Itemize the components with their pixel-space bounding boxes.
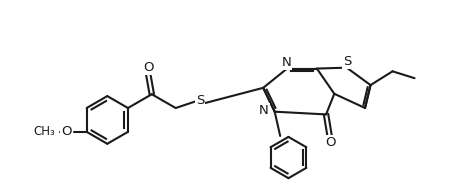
Text: CH₃: CH₃ [34, 125, 56, 138]
Text: O: O [61, 125, 72, 138]
Text: O: O [326, 136, 336, 149]
Text: S: S [196, 94, 204, 107]
Text: N: N [259, 104, 269, 117]
Text: O: O [143, 61, 153, 74]
Text: N: N [281, 56, 291, 69]
Text: S: S [343, 55, 351, 68]
